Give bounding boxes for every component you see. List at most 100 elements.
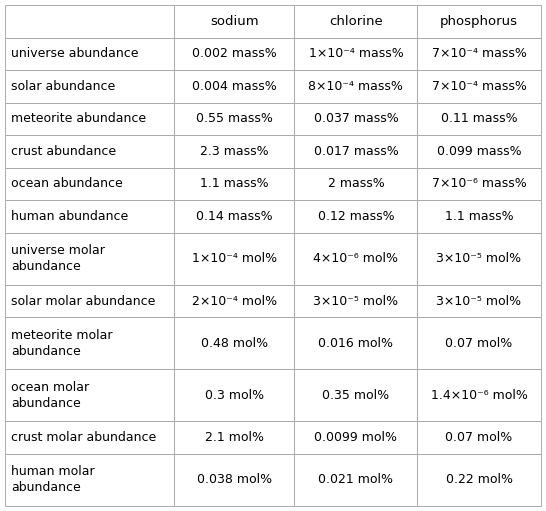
Text: 0.14 mass%: 0.14 mass% [196, 210, 272, 223]
Bar [5, 103, 174, 135]
Text: human abundance: human abundance [11, 210, 128, 223]
Text: 3×10⁻⁵ mol%: 3×10⁻⁵ mol% [436, 294, 521, 308]
Bar [174, 70, 294, 103]
Bar [294, 233, 418, 285]
Text: 0.22 mol%: 0.22 mol% [446, 473, 513, 486]
Bar [5, 422, 174, 454]
Text: 7×10⁻⁴ mass%: 7×10⁻⁴ mass% [431, 48, 526, 60]
Bar [418, 422, 541, 454]
Bar [5, 369, 174, 422]
Bar [418, 200, 541, 233]
Text: 0.07 mol%: 0.07 mol% [446, 431, 513, 444]
Text: ocean molar
abundance: ocean molar abundance [11, 381, 89, 410]
Text: 0.002 mass%: 0.002 mass% [192, 48, 277, 60]
Text: 2.1 mol%: 2.1 mol% [205, 431, 264, 444]
Text: 3×10⁻⁵ mol%: 3×10⁻⁵ mol% [436, 252, 521, 265]
Text: 0.07 mol%: 0.07 mol% [446, 337, 513, 350]
Text: 2×10⁻⁴ mol%: 2×10⁻⁴ mol% [192, 294, 277, 308]
Bar [294, 454, 418, 506]
Text: 7×10⁻⁶ mass%: 7×10⁻⁶ mass% [432, 177, 526, 191]
Text: 0.0099 mol%: 0.0099 mol% [314, 431, 397, 444]
Text: 3×10⁻⁵ mol%: 3×10⁻⁵ mol% [313, 294, 399, 308]
Text: crust molar abundance: crust molar abundance [11, 431, 156, 444]
Text: 0.11 mass%: 0.11 mass% [441, 112, 517, 125]
Bar [418, 38, 541, 70]
Bar [174, 422, 294, 454]
Text: 4×10⁻⁶ mol%: 4×10⁻⁶ mol% [313, 252, 399, 265]
Text: 0.099 mass%: 0.099 mass% [437, 145, 521, 158]
Text: universe molar
abundance: universe molar abundance [11, 244, 105, 273]
Text: sodium: sodium [210, 15, 258, 28]
Text: solar abundance: solar abundance [11, 80, 115, 93]
Text: universe abundance: universe abundance [11, 48, 139, 60]
Bar [418, 369, 541, 422]
Text: meteorite molar
abundance: meteorite molar abundance [11, 329, 112, 358]
Bar [174, 317, 294, 369]
Text: meteorite abundance: meteorite abundance [11, 112, 146, 125]
Bar [5, 317, 174, 369]
Bar [5, 285, 174, 317]
Bar [5, 38, 174, 70]
Bar [294, 285, 418, 317]
Bar [5, 454, 174, 506]
Bar [5, 168, 174, 200]
Text: 1.1 mass%: 1.1 mass% [200, 177, 269, 191]
Text: 2.3 mass%: 2.3 mass% [200, 145, 269, 158]
Bar [174, 285, 294, 317]
Bar [174, 369, 294, 422]
Text: 0.004 mass%: 0.004 mass% [192, 80, 277, 93]
Bar [294, 200, 418, 233]
Text: 8×10⁻⁴ mass%: 8×10⁻⁴ mass% [308, 80, 403, 93]
Bar [174, 200, 294, 233]
Text: 0.55 mass%: 0.55 mass% [196, 112, 272, 125]
Bar [294, 135, 418, 168]
Bar [418, 70, 541, 103]
Bar [418, 233, 541, 285]
Bar [174, 103, 294, 135]
Bar [418, 454, 541, 506]
Bar [174, 168, 294, 200]
Bar [418, 168, 541, 200]
Bar [174, 135, 294, 168]
Text: solar molar abundance: solar molar abundance [11, 294, 155, 308]
Bar [5, 200, 174, 233]
Text: 0.037 mass%: 0.037 mass% [313, 112, 399, 125]
Text: phosphorus: phosphorus [440, 15, 518, 28]
Bar [174, 233, 294, 285]
Text: 1.4×10⁻⁶ mol%: 1.4×10⁻⁶ mol% [431, 389, 527, 402]
Text: human molar
abundance: human molar abundance [11, 466, 94, 494]
Bar [294, 70, 418, 103]
Bar [294, 422, 418, 454]
Bar [294, 369, 418, 422]
Bar [294, 5, 418, 38]
Text: crust abundance: crust abundance [11, 145, 116, 158]
Bar [5, 135, 174, 168]
Text: 0.016 mol%: 0.016 mol% [318, 337, 394, 350]
Bar [174, 5, 294, 38]
Bar [418, 285, 541, 317]
Bar [5, 233, 174, 285]
Text: 2 mass%: 2 mass% [328, 177, 384, 191]
Text: 0.35 mol%: 0.35 mol% [322, 389, 389, 402]
Bar [418, 135, 541, 168]
Bar [294, 317, 418, 369]
Bar [5, 70, 174, 103]
Text: 1×10⁻⁴ mol%: 1×10⁻⁴ mol% [192, 252, 277, 265]
Bar [5, 5, 174, 38]
Text: 0.3 mol%: 0.3 mol% [205, 389, 264, 402]
Text: 1.1 mass%: 1.1 mass% [444, 210, 513, 223]
Text: 0.038 mol%: 0.038 mol% [197, 473, 272, 486]
Bar [418, 103, 541, 135]
Text: 0.12 mass%: 0.12 mass% [318, 210, 394, 223]
Bar [294, 103, 418, 135]
Bar [294, 38, 418, 70]
Bar [174, 38, 294, 70]
Bar [294, 168, 418, 200]
Bar [174, 454, 294, 506]
Text: 0.017 mass%: 0.017 mass% [313, 145, 399, 158]
Bar [418, 317, 541, 369]
Text: 0.021 mol%: 0.021 mol% [318, 473, 394, 486]
Text: ocean abundance: ocean abundance [11, 177, 123, 191]
Text: 0.48 mol%: 0.48 mol% [200, 337, 268, 350]
Text: chlorine: chlorine [329, 15, 383, 28]
